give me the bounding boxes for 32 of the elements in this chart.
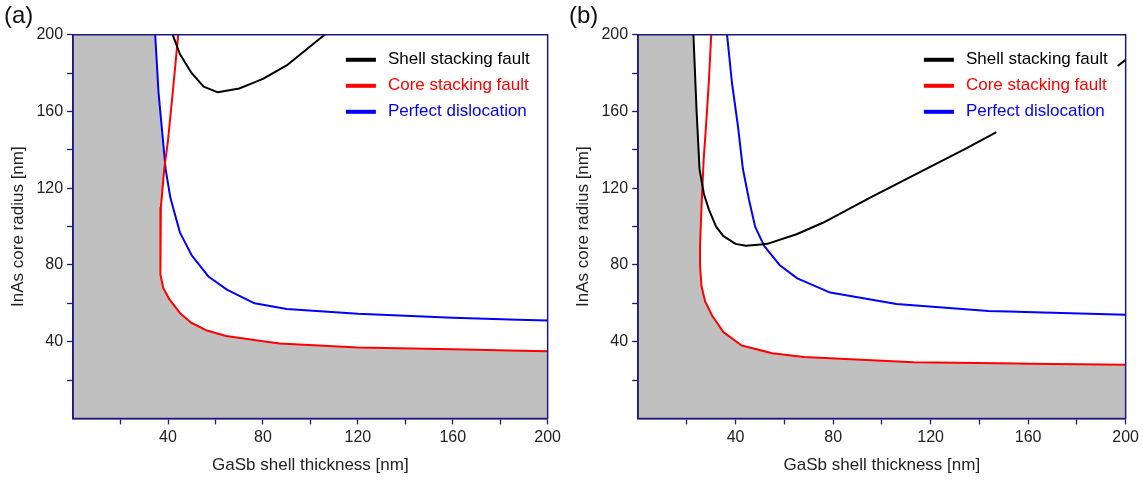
- x-tick-label: 120: [344, 428, 372, 446]
- x-tick-label: 40: [726, 428, 745, 446]
- x-tick-label: 160: [1014, 428, 1042, 446]
- y-tick-label: 80: [610, 255, 629, 273]
- x-axis-title: GaSb shell thickness [nm]: [212, 455, 409, 475]
- chart-title: (a): [4, 1, 34, 29]
- y-axis-title: InAs core radius [nm]: [572, 146, 592, 307]
- x-tick-label: 200: [534, 428, 562, 446]
- x-tick-label: 120: [917, 428, 945, 446]
- y-tick-label: 120: [601, 178, 629, 196]
- y-tick-label: 160: [601, 101, 629, 119]
- legend-label: Perfect dislocation: [965, 101, 1105, 121]
- x-tick-label: 80: [824, 428, 843, 446]
- y-tick-label: 200: [36, 25, 64, 43]
- legend-label: Core stacking fault: [387, 75, 529, 95]
- chart-title: (b): [569, 1, 599, 29]
- y-tick-label: 80: [45, 255, 64, 273]
- x-tick-label: 160: [439, 428, 467, 446]
- legend-label: Core stacking fault: [965, 75, 1107, 95]
- legend-label: Shell stacking fault: [387, 49, 530, 69]
- y-tick-label: 120: [36, 178, 64, 196]
- y-tick-label: 200: [601, 25, 629, 43]
- y-tick-label: 40: [610, 332, 629, 350]
- x-tick-label: 200: [1112, 428, 1140, 446]
- y-tick-label: 40: [45, 332, 64, 350]
- legend-label: Perfect dislocation: [387, 101, 527, 121]
- x-tick-label: 80: [254, 428, 272, 446]
- y-tick-label: 160: [36, 101, 64, 119]
- y-axis-title: InAs core radius [nm]: [7, 146, 27, 307]
- x-tick-label: 40: [159, 428, 178, 446]
- legend-label: Shell stacking fault: [965, 49, 1108, 69]
- x-axis-title: GaSb shell thickness [nm]: [783, 455, 981, 475]
